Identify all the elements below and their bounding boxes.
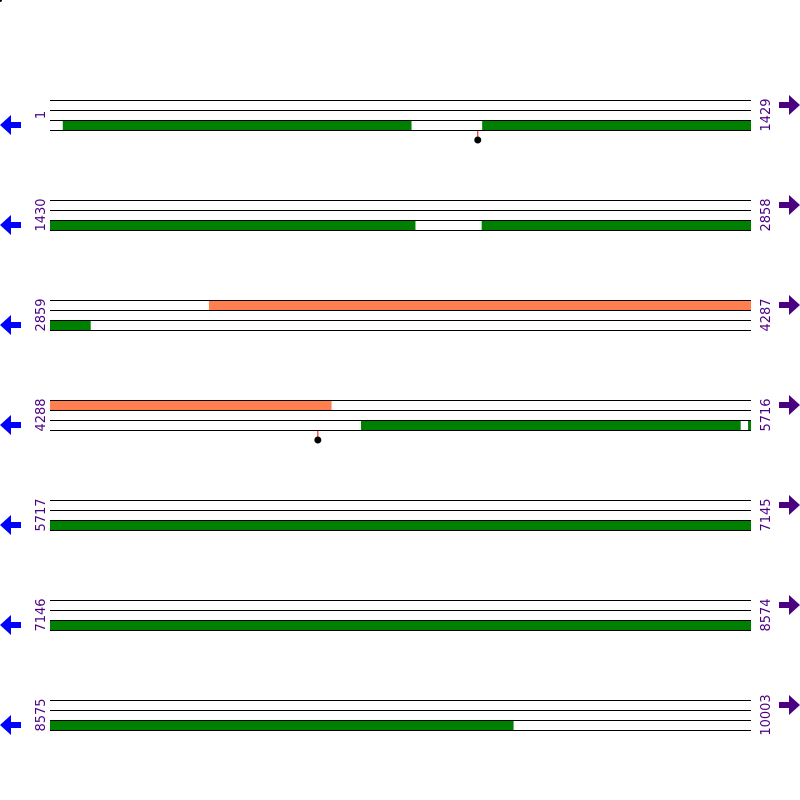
arrow-left-icon [0,115,21,135]
row-start-label: 7146 [34,598,49,631]
arrow-left-icon [0,415,21,435]
cds-block [482,120,751,130]
feature-block [208,300,752,310]
row-end-label: 7145 [759,498,774,531]
feature-block [50,400,332,410]
row-start-label: 2859 [34,298,49,331]
row-start-label: 8575 [34,698,49,731]
arrow-right-icon [779,95,800,115]
cds-block [50,220,416,230]
sequence-row: 4288 5716 [0,395,800,444]
cds-block [50,320,91,330]
arrow-right-icon [779,595,800,615]
arrow-left-icon [0,715,21,735]
sequence-row: 7146 8574 [0,595,800,635]
row-start-label: 1 [34,111,49,119]
cds-block [62,120,412,130]
sequence-row: 1430 2858 [0,195,800,235]
row-end-label: 4287 [759,298,774,331]
sequence-row: 8575 10003 [0,694,800,736]
row-start-label: 4288 [34,398,49,431]
arrow-left-icon [0,215,21,235]
row-end-label: 5716 [759,398,774,431]
row-end-label: 1429 [759,98,774,131]
arrow-right-icon [779,395,800,415]
row-start-label: 5717 [34,498,49,531]
cds-block [50,620,751,630]
arrow-right-icon [779,495,800,515]
arrow-left-icon [0,515,21,535]
sequence-row: 1 1429 [0,95,800,144]
site-marker [314,436,322,444]
cds-block [50,720,514,730]
cds-block [361,420,741,430]
arrow-right-icon [779,195,800,215]
row-end-label: 2858 [759,198,774,231]
arrow-left-icon [0,615,21,635]
row-end-label: 10003 [759,694,774,735]
arrow-right-icon [779,295,800,315]
arrow-left-icon [0,315,21,335]
corner-dot [0,0,2,2]
sequence-row: 2859 4287 [0,295,800,335]
cds-block [50,520,751,530]
cds-block [481,220,751,230]
site-marker [474,136,482,144]
sequence-row: 5717 7145 [0,495,800,535]
cds-block [748,420,751,430]
row-start-label: 1430 [34,198,49,231]
arrow-right-icon [779,695,800,715]
row-end-label: 8574 [759,598,774,631]
